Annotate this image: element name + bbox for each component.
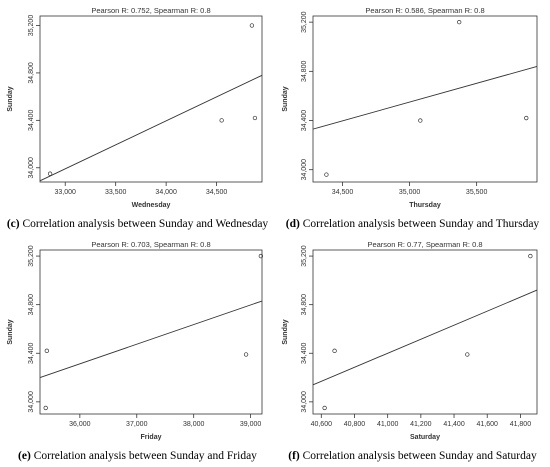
x-tick-label: 34,500	[206, 189, 228, 196]
y-tick-label: 34,000	[301, 391, 308, 413]
chart-title: Pearson R: 0.703, Spearman R: 0.8	[91, 240, 210, 249]
caption-c: (c) Correlation analysis between Sunday …	[0, 218, 275, 230]
x-tick-label: 41,200	[410, 421, 432, 428]
x-tick-label: 36,000	[69, 421, 91, 428]
caption-f: (f) Correlation analysis between Sunday …	[275, 450, 550, 462]
data-point	[243, 352, 249, 357]
data-point	[524, 115, 529, 121]
data-point	[219, 118, 224, 123]
data-point	[324, 172, 329, 177]
data-point	[258, 253, 264, 259]
y-tick-label: 35,200	[28, 245, 35, 267]
y-tick-label: 35,200	[301, 11, 308, 33]
data-point	[418, 118, 423, 123]
y-tick-label: 34,400	[28, 110, 35, 132]
data-point	[322, 405, 327, 411]
x-tick-label: 41,800	[510, 421, 532, 428]
y-tick-label: 35,200	[28, 15, 35, 37]
chart-panel-e: Pearson R: 0.703, Spearman R: 0.8 36,000 3…	[0, 234, 275, 467]
data-point	[465, 352, 470, 357]
x-tick-label: 41,400	[443, 421, 465, 428]
data-point	[457, 19, 462, 25]
y-axis-label: Sunday	[7, 319, 14, 344]
data-point	[249, 23, 255, 28]
regression-line	[39, 74, 263, 182]
y-tick-label: 34,800	[28, 62, 35, 84]
x-tick-label: 34,000	[155, 189, 177, 196]
caption-text: Correlation analysis between Sunday and …	[30, 450, 257, 462]
caption-text: Correlation analysis between Sunday and …	[299, 450, 537, 462]
chart-panel-c: Pearson R: 0.752, Spearman R: 0.8 33,000 3…	[0, 0, 275, 233]
y-tick-label: 34,400	[28, 342, 35, 364]
x-tick-label: 37,000	[126, 421, 148, 428]
x-axis-label: Friday	[140, 434, 161, 441]
x-tick-label: 35,000	[399, 189, 421, 196]
regression-line	[39, 300, 263, 378]
plot-frame	[39, 15, 263, 183]
y-tick-label: 34,000	[28, 157, 35, 179]
caption-d: (d) Correlation analysis between Sunday …	[275, 218, 550, 230]
x-tick-label: 33,500	[105, 189, 127, 196]
scatter-chart-d: Pearson R: 0.586, Spearman R: 0.8 34,500 3…	[282, 6, 538, 209]
y-tick-label: 34,400	[301, 110, 308, 132]
y-tick-label: 35,200	[301, 245, 308, 267]
y-tick-label: 34,800	[28, 294, 35, 316]
chart-panel-f: Pearson R: 0.77, Spearman R: 0.8 40,600 40…	[275, 234, 550, 467]
y-tick-label: 34,000	[28, 391, 35, 413]
x-tick-label: 34,500	[332, 189, 354, 196]
caption-text: Correlation analysis between Sunday and …	[19, 218, 269, 230]
scatter-chart-e: Pearson R: 0.703, Spearman R: 0.8 36,000 3…	[7, 240, 264, 441]
data-point	[47, 171, 53, 176]
caption-e: (e) Correlation analysis between Sunday …	[0, 450, 275, 462]
scatter-chart-c: Pearson R: 0.752, Spearman R: 0.8 33,000 3…	[7, 6, 263, 209]
y-tick-label: 34,800	[301, 61, 308, 83]
x-axis-label: Thursday	[409, 202, 441, 209]
y-tick-label: 34,400	[301, 342, 308, 364]
regression-line	[312, 289, 538, 386]
x-tick-label: 41,600	[477, 421, 499, 428]
data-point	[43, 405, 48, 411]
plot-frame	[312, 249, 538, 415]
data-point	[528, 253, 533, 259]
y-axis-label: Sunday	[282, 319, 289, 344]
x-axis-label: Saturday	[410, 434, 440, 441]
caption-tag: (e)	[18, 450, 31, 462]
x-tick-label: 39,000	[240, 421, 262, 428]
data-point	[252, 115, 258, 121]
x-tick-label: 33,000	[55, 189, 77, 196]
data-point	[44, 348, 49, 353]
caption-text: Correlation analysis between Sunday and …	[299, 218, 540, 230]
x-tick-label: 40,600	[311, 421, 333, 428]
caption-tag: (d)	[285, 218, 300, 230]
scatter-chart-f: Pearson R: 0.77, Spearman R: 0.8 40,600 40…	[282, 240, 538, 441]
data-point	[332, 348, 337, 353]
caption-tag: (c)	[6, 218, 20, 230]
chart-panel-d: Pearson R: 0.586, Spearman R: 0.8 34,500 3…	[275, 0, 550, 233]
plot-frame	[312, 15, 538, 183]
chart-title: Pearson R: 0.77, Spearman R: 0.8	[367, 240, 482, 249]
x-tick-label: 38,000	[183, 421, 205, 428]
caption-tag: (f)	[288, 450, 300, 462]
y-tick-label: 34,800	[301, 294, 308, 316]
y-axis-label: Sunday	[7, 86, 14, 111]
chart-title: Pearson R: 0.586, Spearman R: 0.8	[365, 6, 484, 15]
regression-line	[312, 65, 538, 130]
x-axis-label: Wednesday	[132, 202, 171, 209]
chart-title: Pearson R: 0.752, Spearman R: 0.8	[91, 6, 210, 15]
x-tick-label: 35,500	[466, 189, 488, 196]
x-tick-label: 41,000	[377, 421, 399, 428]
plot-frame	[39, 249, 263, 415]
x-tick-label: 40,800	[344, 421, 366, 428]
y-axis-label: Sunday	[282, 86, 289, 111]
y-tick-label: 34,000	[301, 159, 308, 181]
